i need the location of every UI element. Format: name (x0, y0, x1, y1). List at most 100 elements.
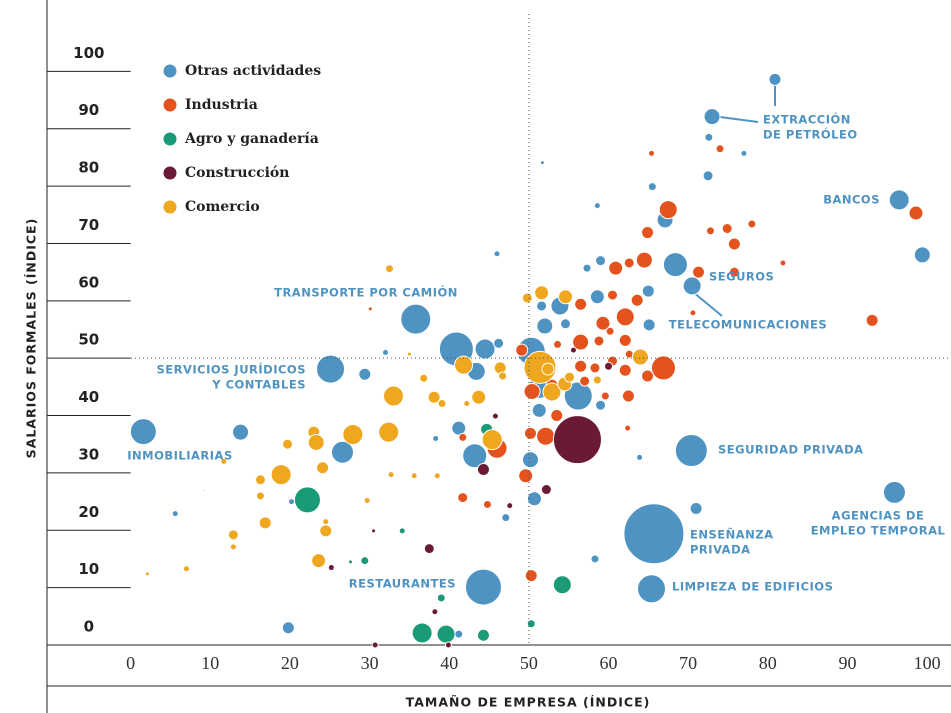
bubble (382, 348, 390, 356)
bubble (311, 553, 327, 569)
bubble (518, 468, 534, 484)
bubble (451, 420, 467, 436)
bubble (436, 624, 456, 644)
bubble (541, 362, 555, 376)
bubble (281, 621, 295, 635)
legend-swatch (162, 97, 178, 113)
bubble (436, 593, 446, 603)
bubble (526, 619, 536, 629)
bubble (913, 246, 931, 264)
annotation: EMPLEO TEMPORAL (811, 524, 946, 538)
bubble (258, 516, 272, 530)
y-tick-label: 80 (78, 159, 99, 177)
annotation: TRANSPORTE POR CAMIÓN (274, 285, 458, 300)
bubble (411, 622, 433, 644)
bubble (768, 72, 782, 86)
legend-label: Industria (185, 97, 258, 113)
bubble (747, 219, 757, 229)
bubble (569, 346, 577, 354)
y-tick-label: 40 (78, 388, 99, 406)
bubble (563, 381, 593, 411)
bubble (521, 292, 533, 304)
bubble (658, 200, 678, 220)
bubble (229, 543, 237, 551)
bubble (474, 338, 496, 360)
bubble (471, 389, 487, 405)
bubble (387, 471, 395, 479)
annotation: LIMPIEZA DE EDIFICIOS (672, 580, 833, 594)
bubble (367, 306, 373, 312)
bubble (462, 443, 488, 469)
bubble (539, 160, 545, 166)
bubble (590, 554, 600, 564)
bubble (637, 574, 667, 604)
bubble (888, 189, 910, 211)
bubble (220, 457, 228, 465)
leader-line (692, 291, 723, 317)
bubble (524, 569, 538, 583)
bubble (319, 524, 333, 538)
legend-swatch (162, 165, 178, 181)
bubble (282, 438, 294, 450)
bubble (728, 266, 740, 278)
bubble (493, 250, 501, 258)
bubble (476, 628, 490, 642)
bubble (342, 423, 364, 445)
bubble (703, 108, 721, 126)
annotation: SERVICIOS JURÍDICOS (156, 362, 306, 377)
bubble (382, 385, 404, 407)
bubble (476, 462, 490, 476)
bubble (641, 284, 655, 298)
bubble (595, 315, 611, 331)
bubble (534, 285, 550, 301)
x-tick-label: 10 (201, 653, 219, 673)
bubble (270, 464, 292, 486)
annotation: Y CONTABLES (211, 378, 306, 392)
bubble (454, 629, 464, 639)
x-tick-label: 50 (520, 653, 538, 673)
bubble (674, 434, 708, 468)
annotation: TELECOMUNICACIONES (669, 318, 827, 332)
bubble (608, 260, 624, 276)
leader-line (719, 116, 759, 123)
bubble (432, 434, 440, 442)
bubble (552, 575, 572, 595)
bubble (618, 363, 632, 377)
bubble (384, 264, 394, 274)
annotation: SEGUROS (709, 270, 774, 284)
bubble (444, 641, 452, 649)
bubble (635, 251, 653, 269)
bubble (363, 496, 371, 504)
bubble (552, 415, 602, 465)
bubble (572, 333, 590, 351)
bubble (882, 480, 906, 504)
legend-label: Comercio (185, 199, 260, 215)
bubble (606, 289, 618, 301)
bubble (595, 255, 607, 267)
bubble (400, 303, 432, 335)
bubble (682, 276, 702, 296)
y-tick-label: 100 (73, 44, 104, 62)
bubble (650, 355, 676, 381)
bubble (378, 421, 400, 443)
y-tick-label: 10 (78, 560, 99, 578)
bubble (604, 361, 614, 371)
bubble (727, 237, 741, 251)
x-tick-label: 40 (440, 653, 458, 673)
bubble (560, 318, 572, 330)
y-tick-label: 0 (84, 618, 94, 636)
bubble (550, 409, 564, 423)
bubble (523, 382, 541, 400)
bubble (458, 432, 468, 442)
y-tick-label: 50 (78, 331, 99, 349)
bubble (255, 491, 265, 501)
bubble (398, 527, 406, 535)
bubble (144, 571, 150, 577)
bubble (515, 343, 529, 357)
bubble (330, 440, 354, 464)
bubble (293, 486, 321, 514)
bubble (618, 333, 632, 347)
bubble (647, 182, 657, 192)
bubble (437, 398, 447, 408)
bubble (623, 503, 685, 565)
